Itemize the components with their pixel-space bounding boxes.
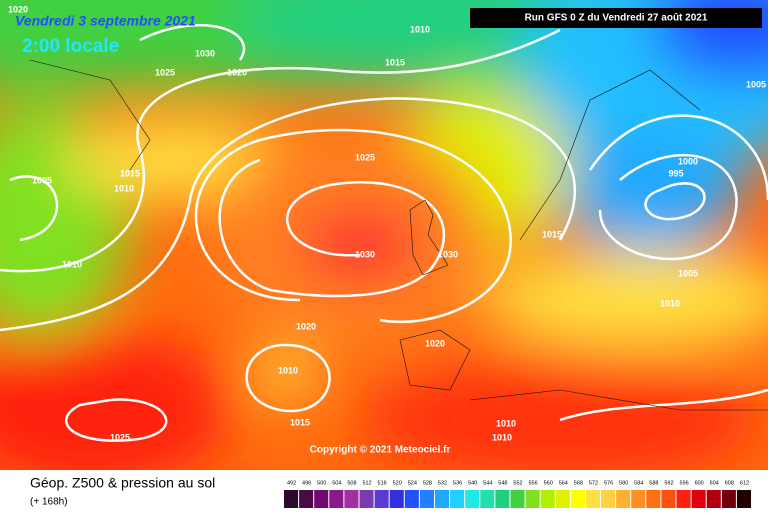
colorbar-label: 588 [649, 480, 658, 486]
isobar-label: 1005 [32, 175, 52, 185]
color-swatch [540, 490, 555, 508]
footer-title: Géop. Z500 & pression au sol [30, 475, 215, 491]
colorbar-label: 584 [634, 480, 643, 486]
color-swatch [404, 490, 419, 508]
color-swatch [284, 490, 299, 508]
colorbar-label: 556 [529, 480, 538, 486]
colorbar-label: 548 [498, 480, 507, 486]
colorbar-label: 560 [544, 480, 553, 486]
color-swatch [450, 490, 465, 508]
color-swatch [419, 490, 434, 508]
run-box [470, 8, 762, 28]
color-swatch [555, 490, 570, 508]
color-swatch [495, 490, 510, 508]
colorbar-label: 568 [574, 480, 583, 486]
colorbar-label: 496 [302, 480, 311, 486]
color-swatch [359, 490, 374, 508]
colorbar-label: 500 [317, 480, 326, 486]
colorbar-label: 528 [423, 480, 432, 486]
colorbar-label: 608 [725, 480, 734, 486]
colorbar-label: 532 [438, 480, 447, 486]
color-swatch [510, 490, 525, 508]
colorbar-label: 540 [468, 480, 477, 486]
isobar-label: 1010 [410, 24, 430, 34]
color-swatch [374, 490, 389, 508]
date: Vendredi 3 septembre 2021 [15, 13, 196, 29]
colorbar-label: 516 [378, 480, 387, 486]
colorbar-label: 564 [559, 480, 568, 486]
color-swatch [389, 490, 404, 508]
color-swatch [706, 490, 721, 508]
colorbar-label: 536 [453, 480, 462, 486]
isobar-label: 1015 [120, 168, 140, 178]
isobar-label: 1020 [296, 321, 316, 331]
colorbar-label: 612 [740, 480, 749, 486]
isobar-label: 1010 [62, 259, 82, 269]
color-swatch [314, 490, 329, 508]
isobar-label: 1015 [385, 57, 405, 67]
colorbar-label: 572 [589, 480, 598, 486]
color-swatch [661, 490, 676, 508]
isobar-label: 1025 [110, 432, 130, 442]
color-swatch [465, 490, 480, 508]
isobar-label: 1010 [114, 183, 134, 193]
isobar-label: 1015 [290, 417, 310, 427]
colorbar-label: 512 [362, 480, 371, 486]
colorbar-label: 580 [619, 480, 628, 486]
copyright: Copyright © 2021 Meteociel.fr [310, 445, 451, 456]
colorbar-label: 544 [483, 480, 492, 486]
color-swatch [616, 490, 631, 508]
colorbar-label: 552 [513, 480, 522, 486]
local-time: 2:00 locale [22, 36, 119, 57]
isobar-label: 1010 [278, 365, 298, 375]
isobar-label: 1015 [542, 229, 562, 239]
isobar-label: 995 [668, 168, 683, 178]
color-swatch [434, 490, 450, 508]
colorbar-label: 604 [710, 480, 719, 486]
isobar-label: 1005 [746, 79, 766, 89]
colorbar-label: 492 [287, 480, 296, 486]
isobar-label: 1020 [8, 4, 28, 14]
isobar-label: 1030 [195, 48, 215, 58]
color-swatch [601, 490, 616, 508]
color-swatch [736, 490, 751, 508]
color-swatch [676, 490, 691, 508]
colorbar-label: 576 [604, 480, 613, 486]
isobar-label: 1005 [678, 268, 698, 278]
field [0, 0, 768, 470]
colorbar-label: 524 [408, 480, 417, 486]
color-swatch [480, 490, 495, 508]
color-swatch [631, 490, 646, 508]
isobar-label: 1025 [355, 152, 375, 162]
color-swatch [344, 490, 359, 508]
color-swatch [329, 490, 344, 508]
isobar-label: 1030 [438, 249, 458, 259]
isobar-label: 1010 [492, 432, 512, 442]
color-swatch [299, 490, 314, 508]
color-swatch [585, 490, 601, 508]
isobar-label: 1025 [155, 67, 175, 77]
isobar-label: 1020 [425, 338, 445, 348]
isobar-label: 1020 [227, 67, 247, 77]
colorbar-label: 504 [332, 480, 341, 486]
colorbar-label: 508 [347, 480, 356, 486]
lead-time: (+ 168h) [30, 497, 68, 508]
colorbar-label: 600 [695, 480, 704, 486]
color-swatch [721, 490, 736, 508]
isobar-label: 1010 [660, 298, 680, 308]
colorbar-label: 520 [393, 480, 402, 486]
isobar-label: 1010 [496, 418, 516, 428]
color-swatch [570, 490, 585, 508]
run-info: Run GFS 0 Z du Vendredi 27 août 2021 [525, 13, 708, 24]
color-swatch [691, 490, 706, 508]
color-swatch [525, 490, 540, 508]
isobar-label: 1030 [355, 249, 375, 259]
isobar-label: 1000 [678, 156, 698, 166]
colorbar-label: 592 [664, 480, 673, 486]
colorbar-label: 596 [679, 480, 688, 486]
color-swatch [646, 490, 661, 508]
